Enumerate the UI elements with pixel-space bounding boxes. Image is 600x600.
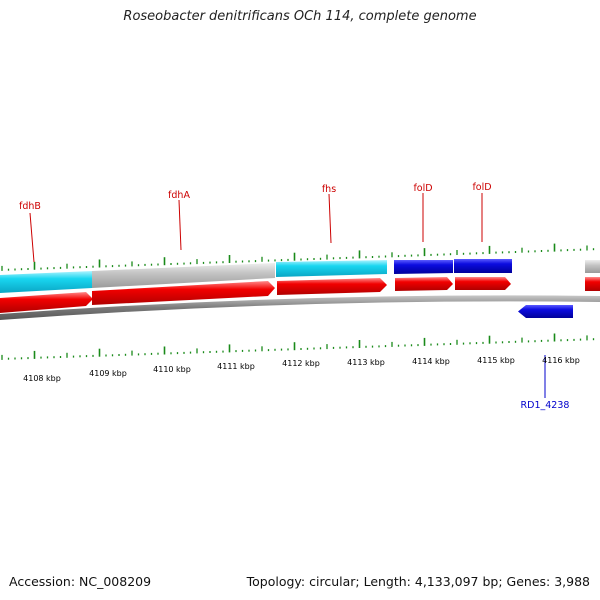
kbp-label-4111: 4111 kbp [217,362,255,371]
kbp-label-4114: 4114 kbp [412,357,450,366]
cds-arrow-6[interactable] [585,277,600,291]
gene-fdhA-block[interactable] [92,263,275,288]
cds-arrow-4[interactable] [395,277,453,291]
kbp-label-4110: 4110 kbp [153,365,191,374]
cds-track [0,277,600,313]
feature-track-top [0,259,600,293]
kbp-label-4113: 4113 kbp [347,358,385,367]
gene-folD-block-1[interactable] [394,260,453,274]
kbp-label-4109: 4109 kbp [89,369,127,378]
topology-summary: Topology: circular; Length: 4,133,097 bp… [246,574,590,589]
kbp-label-4115: 4115 kbp [477,356,515,365]
cds-arrow-5[interactable] [455,277,511,290]
gene-RD1_4238-arrow[interactable] [518,305,573,318]
label-leaders [29,193,546,398]
accession-text: Accession: NC_008209 [9,574,152,589]
gene-label-fdhB[interactable]: fdhB [19,201,41,212]
upper-tick-row [1,243,595,271]
page-title: Roseobacter denitrificans OCh 114, compl… [123,9,477,24]
gene-label-fhs[interactable]: fhs [322,184,336,195]
gene-label-folD-2[interactable]: folD [472,182,491,193]
genome-backbone [0,295,600,320]
lower-tick-row [1,333,595,360]
kbp-label-4108: 4108 kbp [23,374,61,383]
kbp-label-4112: 4112 kbp [282,359,320,368]
cds-arrow-2[interactable] [92,281,275,305]
gene-edge-block[interactable] [585,260,600,273]
kbp-label-4116: 4116 kbp [542,356,580,365]
gene-fdhB-block[interactable] [0,271,92,293]
gene-label-fdhA[interactable]: fdhA [168,190,190,201]
gene-label-RD1_4238[interactable]: RD1_4238 [521,400,570,411]
gene-fhs-block[interactable] [276,260,387,277]
gene-label-folD-1[interactable]: folD [413,183,432,194]
cds-arrow-1[interactable] [0,292,93,313]
cds-arrow-3[interactable] [277,278,387,295]
gene-folD-block-2[interactable] [454,259,512,273]
